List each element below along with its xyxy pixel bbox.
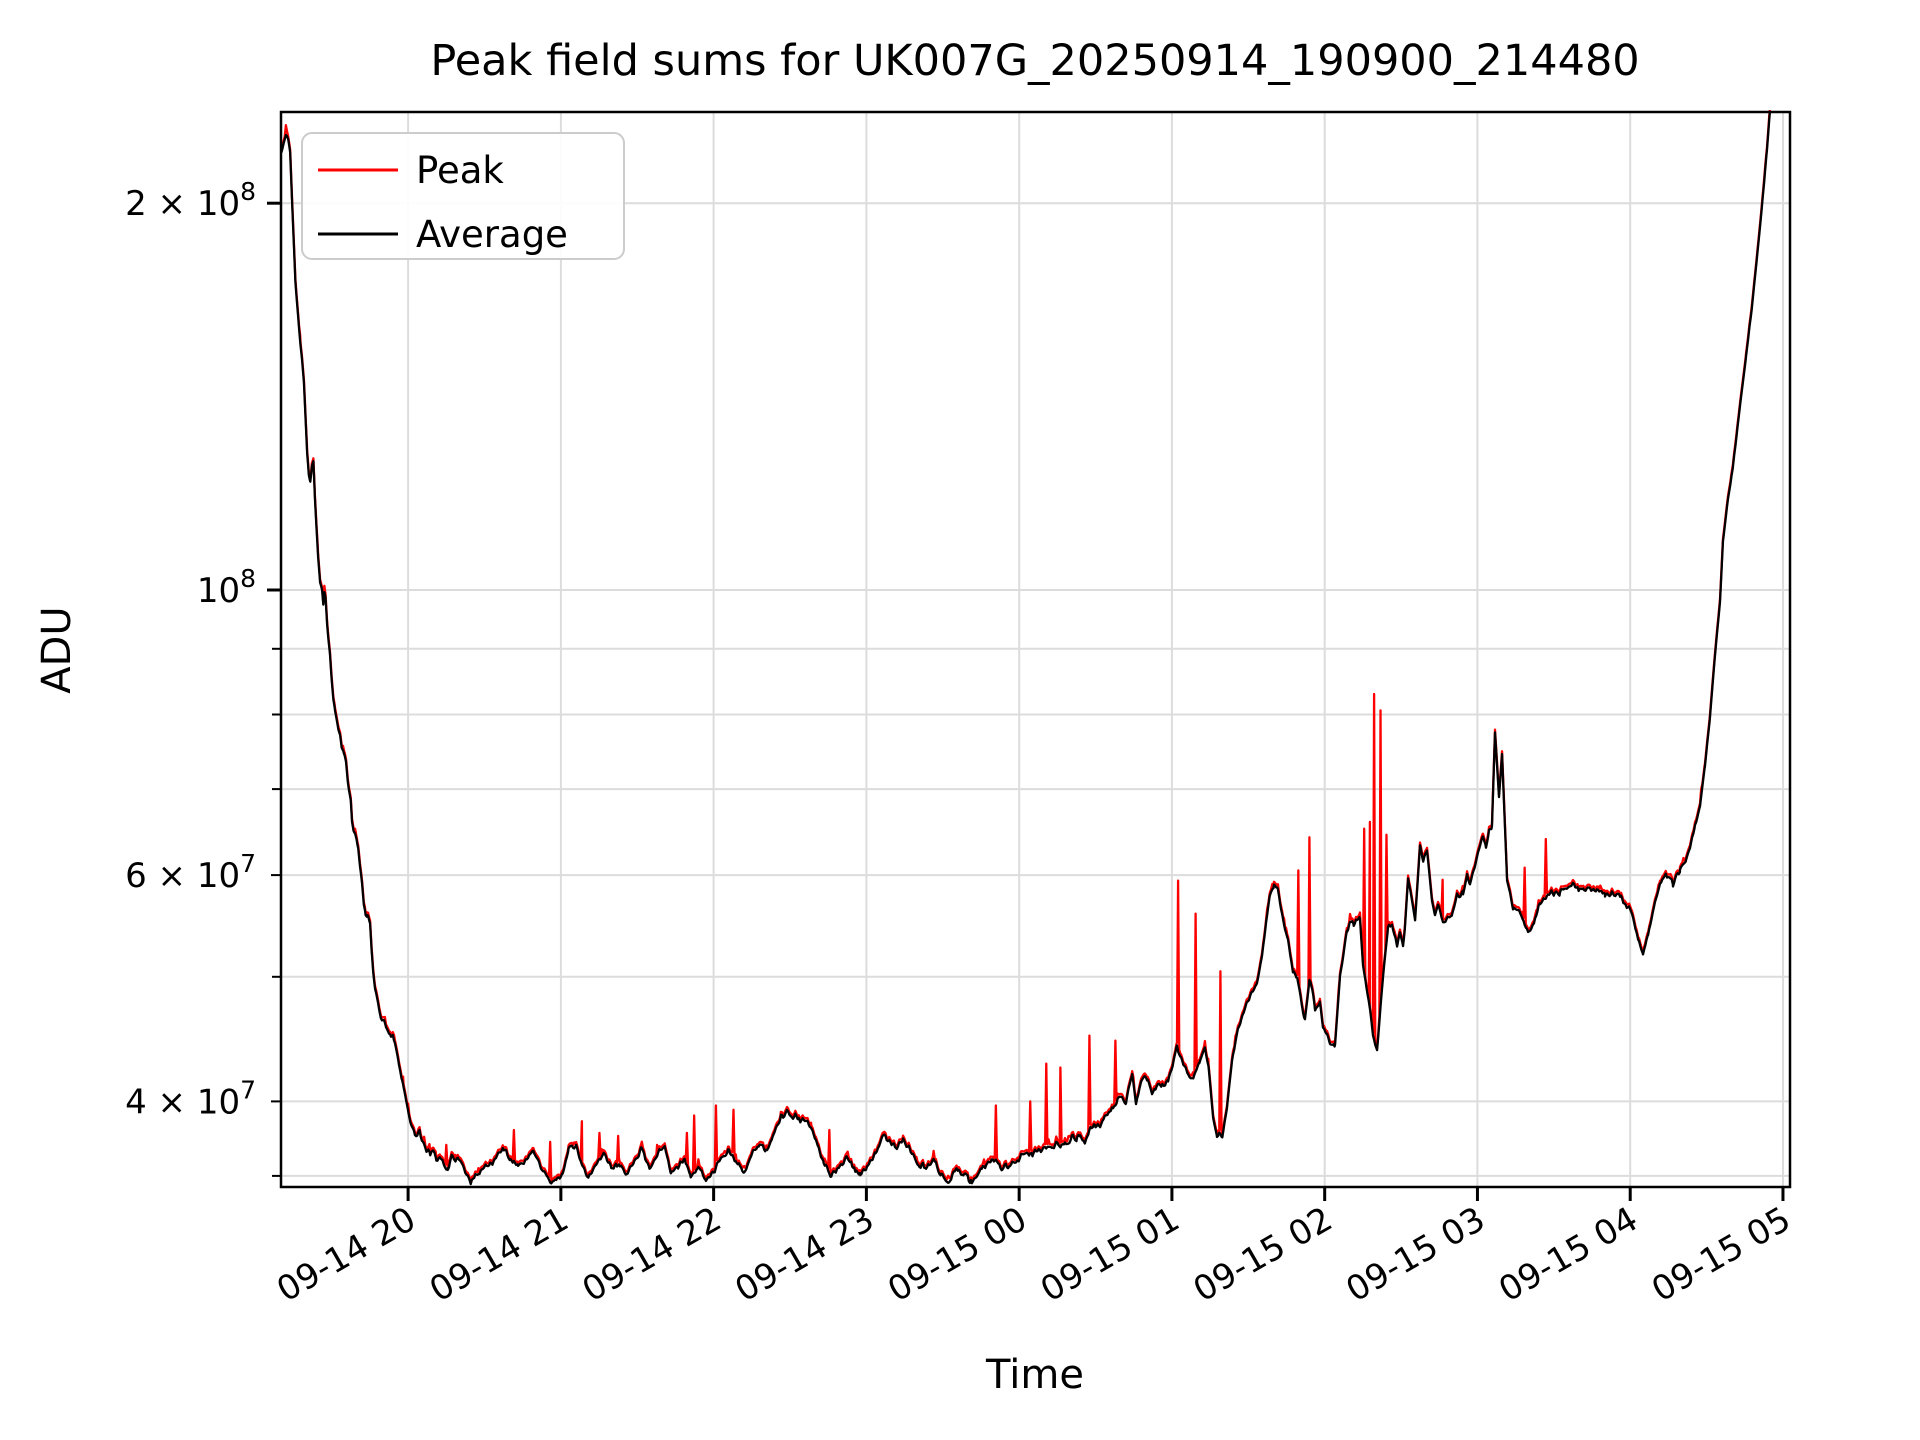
x-axis-label: Time <box>985 1352 1084 1398</box>
legend-peak-label: Peak <box>416 149 504 192</box>
plot-series <box>281 110 1772 1186</box>
gridlines <box>281 112 1790 1187</box>
series-average-line <box>281 110 1772 1186</box>
chart-title: Peak field sums for UK007G_20250914_1909… <box>430 36 1639 86</box>
legend-average-label: Average <box>416 213 568 256</box>
y-axis: 2 × 108 108 6 × 107 4 × 107 <box>125 177 281 1177</box>
legend-box <box>301 132 625 260</box>
y-tick-label: 108 <box>197 564 256 611</box>
y-axis-label: ADU <box>34 606 80 693</box>
series-peak-line <box>281 110 1771 1183</box>
legend: Peak Average <box>301 132 625 260</box>
y-tick-label: 6 × 107 <box>125 849 256 896</box>
y-tick-label: 4 × 107 <box>125 1075 256 1122</box>
y-tick-label: 2 × 108 <box>125 177 256 224</box>
